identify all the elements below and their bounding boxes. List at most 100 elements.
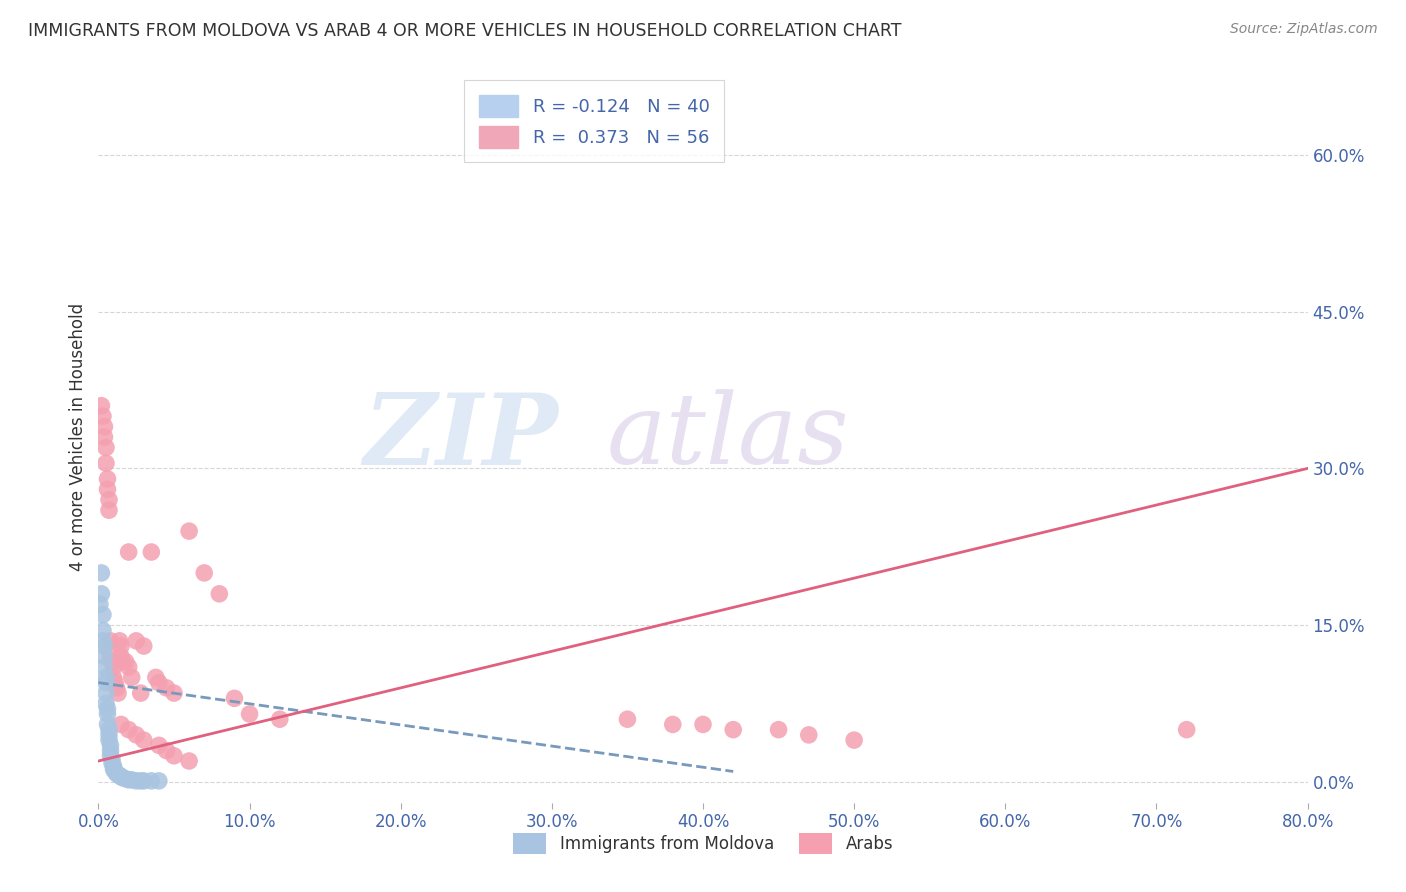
Point <box>98 723 121 737</box>
Point <box>118 545 141 559</box>
Point <box>107 686 129 700</box>
Point <box>103 660 125 674</box>
Point <box>208 587 231 601</box>
Point <box>129 773 152 788</box>
Point <box>661 717 683 731</box>
Point <box>239 706 262 721</box>
Point <box>94 675 117 690</box>
Point <box>163 686 186 700</box>
Point <box>90 399 112 413</box>
Point <box>96 717 118 731</box>
Point <box>224 691 246 706</box>
Point <box>94 456 117 470</box>
Point <box>100 743 122 757</box>
Point <box>91 409 114 424</box>
Text: Source: ZipAtlas.com: Source: ZipAtlas.com <box>1230 22 1378 37</box>
Point <box>110 639 132 653</box>
Point <box>94 686 117 700</box>
Point <box>141 545 163 559</box>
Point <box>118 723 141 737</box>
Point <box>616 712 638 726</box>
Point <box>110 649 132 664</box>
Point <box>148 773 170 788</box>
Point <box>125 728 148 742</box>
Point <box>108 633 131 648</box>
Point <box>118 772 141 787</box>
Legend: Immigrants from Moldova, Arabs: Immigrants from Moldova, Arabs <box>506 827 900 860</box>
Point <box>111 771 134 785</box>
Point <box>114 655 136 669</box>
Point <box>107 767 129 781</box>
Point <box>179 524 201 538</box>
Point <box>1175 723 1198 737</box>
Point <box>768 723 790 737</box>
Point <box>129 686 152 700</box>
Point <box>96 706 118 721</box>
Point <box>148 675 170 690</box>
Point <box>93 419 115 434</box>
Point <box>103 670 125 684</box>
Point <box>114 772 136 786</box>
Point <box>105 766 128 780</box>
Point <box>111 655 134 669</box>
Point <box>98 503 121 517</box>
Point <box>148 739 170 753</box>
Point <box>91 607 114 622</box>
Point <box>108 769 131 783</box>
Point <box>103 763 125 777</box>
Point <box>141 773 163 788</box>
Point <box>96 483 118 497</box>
Point <box>91 624 114 638</box>
Point <box>93 430 115 444</box>
Point <box>101 756 124 770</box>
Point <box>100 748 122 763</box>
Point <box>100 633 122 648</box>
Point <box>132 733 155 747</box>
Point <box>100 739 122 753</box>
Point <box>155 681 177 695</box>
Point <box>96 472 118 486</box>
Point <box>269 712 291 726</box>
Point <box>125 633 148 648</box>
Point <box>91 633 114 648</box>
Point <box>89 597 111 611</box>
Point <box>100 649 122 664</box>
Point <box>125 773 148 788</box>
Point <box>101 655 124 669</box>
Point <box>96 702 118 716</box>
Point <box>94 670 117 684</box>
Point <box>98 733 121 747</box>
Point <box>145 670 167 684</box>
Point <box>94 697 117 711</box>
Point <box>118 660 141 674</box>
Point <box>94 441 117 455</box>
Point <box>90 566 112 580</box>
Point <box>98 492 121 507</box>
Point <box>93 660 115 674</box>
Point <box>110 770 132 784</box>
Point <box>193 566 215 580</box>
Point <box>692 717 714 731</box>
Point <box>121 670 143 684</box>
Point <box>179 754 201 768</box>
Point <box>98 728 121 742</box>
Point <box>93 649 115 664</box>
Point <box>110 717 132 731</box>
Point <box>103 759 125 773</box>
Point <box>797 728 820 742</box>
Point <box>101 752 124 766</box>
Point <box>155 743 177 757</box>
Y-axis label: 4 or more Vehicles in Household: 4 or more Vehicles in Household <box>69 303 87 571</box>
Text: IMMIGRANTS FROM MOLDOVA VS ARAB 4 OR MORE VEHICLES IN HOUSEHOLD CORRELATION CHAR: IMMIGRANTS FROM MOLDOVA VS ARAB 4 OR MOR… <box>28 22 901 40</box>
Point <box>844 733 866 747</box>
Text: atlas: atlas <box>606 390 849 484</box>
Point <box>132 639 155 653</box>
Point <box>104 764 127 779</box>
Point <box>93 639 115 653</box>
Text: ZIP: ZIP <box>363 389 558 485</box>
Point <box>90 587 112 601</box>
Point <box>723 723 745 737</box>
Point <box>163 748 186 763</box>
Point <box>105 681 128 695</box>
Point <box>132 773 155 788</box>
